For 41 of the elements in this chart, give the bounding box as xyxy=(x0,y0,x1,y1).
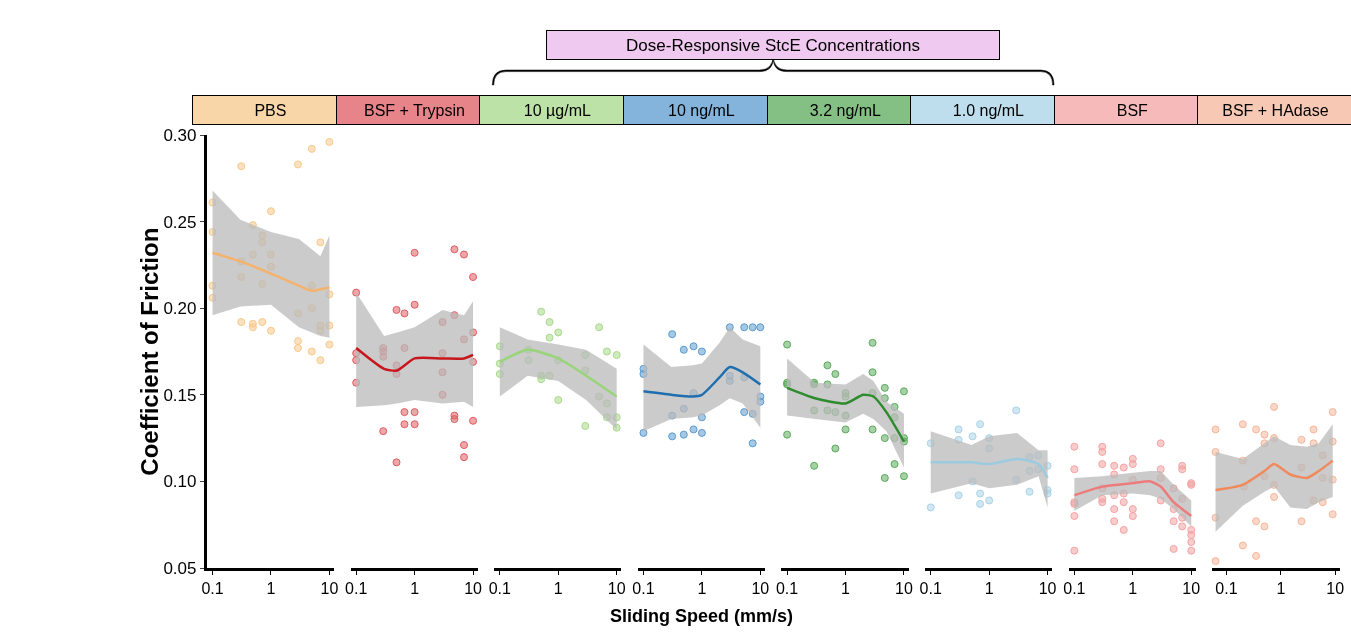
x-tick-label: 1 xyxy=(553,580,563,598)
x-tick-label: 10 xyxy=(895,580,913,598)
x-tick-label: 0.1 xyxy=(775,580,799,598)
x-tick-label: 1 xyxy=(1128,580,1138,598)
x-tick-label: 0.1 xyxy=(345,580,368,598)
x-tick-label: 10 xyxy=(1038,580,1057,598)
y-tick-label: 0.25 xyxy=(163,212,197,232)
x-tick-label: 0.1 xyxy=(488,580,512,598)
x-tick-label: 0.1 xyxy=(1063,580,1086,598)
x-tick-label: 10 xyxy=(751,580,770,598)
x-tick-label: 0.1 xyxy=(1215,580,1238,598)
x-tick-label: 0.1 xyxy=(632,580,655,598)
chart-title: 3.2 ng/mL xyxy=(809,101,882,119)
y-tick-label: 0.15 xyxy=(163,385,197,405)
x-tick-label: 1 xyxy=(1276,580,1286,598)
y-tick-label: 0.05 xyxy=(163,558,197,578)
x-tick-label: 1 xyxy=(984,580,994,598)
chart-title: 1.0 ng/mL xyxy=(952,101,1025,119)
y-tick-label: 0.20 xyxy=(163,299,197,319)
x-tick-label: 1 xyxy=(697,580,707,598)
chart-title: BSF + HAdase xyxy=(1222,101,1329,119)
x-axis-title: Sliding Speed (mm/s) xyxy=(610,606,794,626)
y-tick-label: 0.10 xyxy=(163,472,197,492)
chart-title: BSF xyxy=(1116,101,1149,119)
x-tick-label: 1 xyxy=(841,580,851,598)
x-tick-label: 10 xyxy=(464,580,483,598)
chart-title: 10 ng/mL xyxy=(668,101,735,119)
x-tick-label: 0.1 xyxy=(201,580,224,598)
chart-title: BSF + Trypsin xyxy=(363,101,465,119)
x-tick-label: 10 xyxy=(1326,580,1345,598)
chart-title: PBS xyxy=(254,101,287,119)
y-tick-label: 0.30 xyxy=(163,125,197,145)
x-tick-label: 10 xyxy=(320,580,339,598)
x-tick-label: 1 xyxy=(266,580,276,598)
x-tick-label: 10 xyxy=(607,580,626,598)
x-tick-label: 1 xyxy=(410,580,420,598)
x-tick-label: 10 xyxy=(1182,580,1201,598)
chart-title: 10 µg/mL xyxy=(523,101,591,119)
y-axis-title: Coefficient of Friction xyxy=(135,227,163,476)
x-tick-label: 0.1 xyxy=(919,580,942,598)
text: Dose-Responsive StcE Concentrations xyxy=(626,35,920,55)
